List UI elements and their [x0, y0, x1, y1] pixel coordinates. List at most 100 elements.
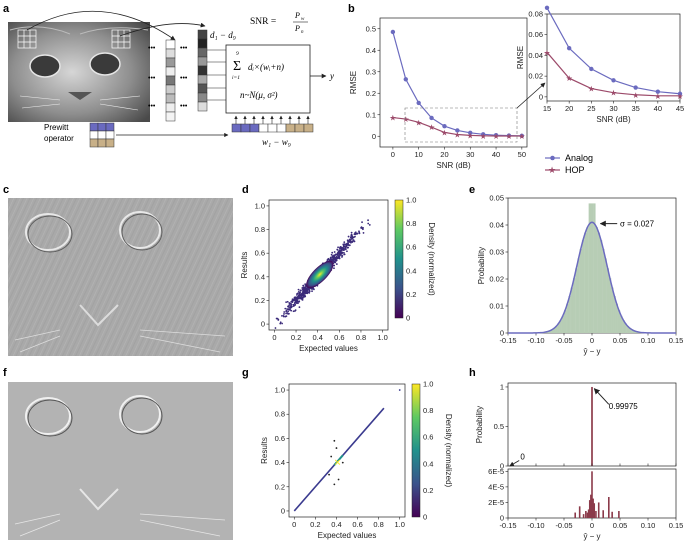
small-bar: [618, 511, 620, 518]
x-tick-label: -0.05: [555, 521, 572, 530]
hop-point: ★: [441, 128, 448, 137]
colorbar-tick-label: 0: [406, 314, 410, 323]
small-bar: [593, 503, 596, 518]
density-point: [289, 308, 291, 310]
density-point: [337, 252, 340, 255]
density-point: [353, 240, 356, 243]
density-point: [290, 300, 293, 303]
y-tick-label: 0.02: [489, 275, 504, 284]
colorbar-tick-label: 0.6: [406, 243, 416, 252]
y-tick-label-top: 0.5: [494, 422, 504, 431]
density-point: [352, 236, 355, 239]
zoom-arrow: [516, 82, 546, 109]
density-point: [333, 251, 336, 253]
x-tick-label: 0.6: [334, 333, 344, 342]
density-point: [312, 287, 315, 290]
histogram-bar: [564, 310, 567, 333]
x-tick-label: 50: [518, 150, 526, 159]
analog-point: [442, 123, 447, 129]
panel-label-a: a: [3, 3, 10, 15]
hop-point: ★: [505, 132, 512, 141]
y-axis-label: RMSE: [516, 46, 525, 69]
outlier-point: [335, 447, 338, 449]
density-point: [368, 224, 371, 226]
y-tick-label: 0.08: [528, 10, 543, 19]
chart-e: -0.15 -0.10 -0.05 0 0.05 0.10 0.15 0 0.01 0.02 0.0…: [477, 194, 683, 357]
histogram-bar: [588, 203, 592, 333]
density-point: [356, 232, 358, 235]
density-core: [306, 260, 334, 289]
density-point: [283, 315, 285, 318]
density-point: [337, 255, 339, 257]
density-point: [331, 251, 334, 254]
hop-point: ★: [454, 131, 461, 140]
histogram-bar: [604, 258, 607, 333]
small-bar: [582, 514, 585, 518]
hop-point: ★: [402, 115, 409, 124]
density-point: [302, 288, 305, 291]
histogram-bar: [552, 328, 556, 333]
hop-point: ★: [480, 132, 487, 141]
histogram-bar: [572, 278, 576, 333]
density-point: [303, 290, 306, 293]
density-point: [332, 260, 335, 263]
chart-g: 0 0.2 0.4 0.6 0.8 1.0 0 0.2 0.4 0.6 0.8 1.0 Expected…: [260, 380, 453, 541]
density-point: [296, 296, 299, 299]
hop-point: ★: [428, 123, 435, 132]
density-point: [286, 308, 288, 310]
density-point: [297, 288, 300, 291]
density-point: [360, 226, 363, 229]
histogram-bar: [586, 227, 589, 333]
density-point: [306, 287, 309, 290]
density-point: [335, 259, 338, 262]
density-point: [350, 231, 353, 234]
histogram-bar: [550, 329, 553, 333]
density-point: [347, 242, 350, 245]
histogram-bar: [579, 248, 583, 333]
series-line-hop: [392, 116, 522, 137]
y-tick-label: 1.0: [255, 201, 265, 210]
density-point: [351, 240, 353, 243]
legend-hop-label: HOP: [565, 165, 585, 175]
legend-b: Analog ★ HOP: [545, 153, 593, 175]
x-tick-label: 0.10: [641, 521, 656, 530]
density-point: [333, 267, 335, 270]
small-bar: [592, 498, 594, 518]
density-point: [292, 310, 295, 313]
density-point: [336, 248, 339, 251]
density-point: [341, 252, 343, 255]
density-point: [339, 254, 342, 257]
x-tick-label: 0.10: [641, 336, 656, 345]
small-bar: [611, 511, 613, 518]
density-point: [354, 233, 357, 236]
density-point: [348, 238, 351, 241]
panel-label-c: c: [3, 184, 9, 196]
histogram-bar: [615, 303, 618, 333]
x-tick-label: 0: [272, 333, 276, 342]
density-point: [274, 327, 277, 329]
density-point: [347, 239, 350, 242]
density-point: [304, 292, 307, 295]
y-tick-label: 0.6: [275, 434, 285, 443]
small-bar: [595, 511, 597, 518]
density-point: [283, 313, 285, 315]
density-point: [302, 292, 305, 295]
density-point: [302, 284, 305, 287]
density-point: [281, 322, 284, 325]
small-bar: [602, 510, 604, 518]
density-point: [342, 245, 345, 248]
x-axis-label: ŷ − y: [583, 532, 600, 541]
histogram-bar: [633, 330, 636, 333]
y-tick-label: 0.4: [275, 458, 285, 467]
y-tick-label-top: 0: [500, 462, 504, 471]
small-bar: [586, 512, 589, 518]
histogram-bar: [602, 248, 605, 333]
analog-point: [677, 91, 683, 96]
colorbar: [394, 199, 404, 319]
histogram-bar: [597, 232, 601, 333]
analog-point: [429, 115, 434, 121]
density-point: [332, 255, 335, 258]
x-tick-label: -0.15: [499, 336, 516, 345]
panel-label-d: d: [242, 184, 249, 196]
small-bar: [597, 502, 600, 518]
